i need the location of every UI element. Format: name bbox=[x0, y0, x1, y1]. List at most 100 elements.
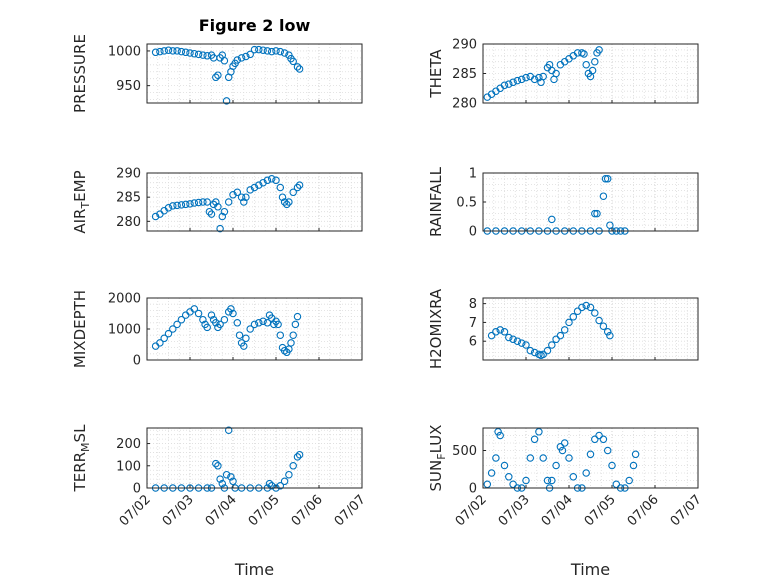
data-point bbox=[216, 475, 224, 483]
data-point bbox=[214, 203, 222, 211]
y-axis-label: AIRTEMP bbox=[71, 170, 92, 233]
data-point bbox=[212, 319, 220, 327]
data-point bbox=[595, 46, 603, 54]
data-point bbox=[548, 215, 556, 224]
data-point bbox=[513, 337, 522, 345]
y-axis-label: RAINFALL bbox=[427, 166, 445, 237]
data-point bbox=[505, 333, 513, 342]
data-point bbox=[255, 45, 263, 54]
data-point bbox=[181, 200, 190, 209]
y-tick-label: 200 bbox=[116, 437, 141, 452]
data-point bbox=[573, 307, 582, 315]
data-point bbox=[272, 47, 280, 55]
data-point bbox=[194, 50, 203, 59]
data-point bbox=[569, 313, 578, 321]
data-point bbox=[543, 476, 552, 485]
y-tick-label: 285 bbox=[116, 191, 141, 206]
data-point bbox=[181, 48, 190, 57]
data-point bbox=[169, 202, 177, 210]
data-point bbox=[295, 450, 304, 459]
y-tick-label: 8 bbox=[469, 297, 477, 312]
data-point bbox=[548, 476, 556, 485]
data-point bbox=[190, 305, 199, 313]
data-point bbox=[203, 323, 211, 332]
data-point bbox=[240, 198, 248, 206]
data-point bbox=[151, 48, 160, 57]
data-point bbox=[169, 47, 177, 55]
data-point bbox=[608, 461, 616, 470]
data-point bbox=[285, 198, 293, 206]
data-point bbox=[289, 462, 297, 470]
data-point bbox=[216, 224, 224, 233]
data-point bbox=[603, 175, 612, 183]
data-point bbox=[267, 482, 276, 490]
data-point bbox=[212, 198, 220, 206]
data-point bbox=[194, 198, 203, 207]
y-tick-label: 6 bbox=[469, 335, 477, 350]
data-point bbox=[586, 450, 595, 459]
data-point bbox=[250, 45, 259, 54]
y-tick-label: 1 bbox=[469, 167, 477, 182]
data-point bbox=[177, 47, 186, 56]
data-point bbox=[492, 328, 500, 336]
data-point bbox=[255, 319, 263, 327]
data-point bbox=[500, 328, 509, 336]
data-point bbox=[222, 470, 231, 479]
data-point bbox=[483, 480, 492, 489]
series-mixdepth bbox=[151, 305, 302, 357]
y-tick-label: 285 bbox=[452, 67, 477, 82]
data-point bbox=[199, 198, 207, 206]
data-point bbox=[177, 315, 186, 324]
y-tick-label: 0 bbox=[133, 482, 141, 497]
data-point bbox=[224, 198, 233, 206]
data-point bbox=[164, 46, 173, 54]
data-point bbox=[265, 479, 274, 488]
data-point bbox=[151, 212, 160, 221]
data-point bbox=[500, 461, 509, 470]
data-point bbox=[186, 200, 194, 208]
data-point bbox=[526, 454, 535, 462]
data-point bbox=[629, 461, 638, 470]
data-point bbox=[522, 476, 530, 485]
data-point bbox=[205, 207, 214, 216]
data-point bbox=[558, 446, 567, 455]
y-axis-label: MIXDEPTH bbox=[71, 290, 89, 368]
y-tick-label: 950 bbox=[116, 79, 141, 94]
subplot-mixdepth: 0 1000 2000 MIXDEPTH bbox=[71, 290, 363, 369]
data-point bbox=[246, 325, 254, 333]
subplot-theta: 280 285 290 THETA bbox=[427, 38, 699, 112]
data-point bbox=[233, 319, 242, 327]
data-point bbox=[595, 431, 603, 440]
data-point bbox=[267, 175, 276, 183]
axes-background bbox=[483, 173, 698, 231]
subplot-rainfall: 0 0.5 1 RAINFALL bbox=[427, 166, 699, 240]
data-point bbox=[242, 52, 250, 61]
data-point bbox=[578, 303, 586, 312]
grid-lines bbox=[482, 427, 699, 489]
data-point bbox=[293, 183, 302, 192]
data-point bbox=[591, 435, 599, 444]
data-point bbox=[218, 479, 227, 488]
data-point bbox=[160, 47, 168, 55]
data-point bbox=[212, 73, 220, 82]
data-point bbox=[556, 331, 565, 340]
data-point bbox=[276, 183, 285, 192]
data-point bbox=[169, 325, 177, 333]
data-point bbox=[295, 181, 304, 189]
series-h2omixra bbox=[487, 301, 614, 360]
data-point bbox=[539, 454, 547, 462]
y-tick-label: 1000 bbox=[108, 44, 141, 59]
data-point bbox=[190, 49, 199, 58]
axes-box bbox=[146, 43, 363, 104]
data-point bbox=[543, 346, 552, 355]
data-point bbox=[209, 200, 218, 209]
data-point bbox=[606, 331, 614, 340]
data-point bbox=[582, 60, 590, 69]
series-sun-flux bbox=[483, 428, 640, 492]
axes-box bbox=[482, 427, 699, 489]
data-point bbox=[216, 320, 224, 329]
data-point bbox=[255, 181, 263, 189]
data-point bbox=[492, 454, 500, 462]
data-point bbox=[599, 192, 608, 200]
